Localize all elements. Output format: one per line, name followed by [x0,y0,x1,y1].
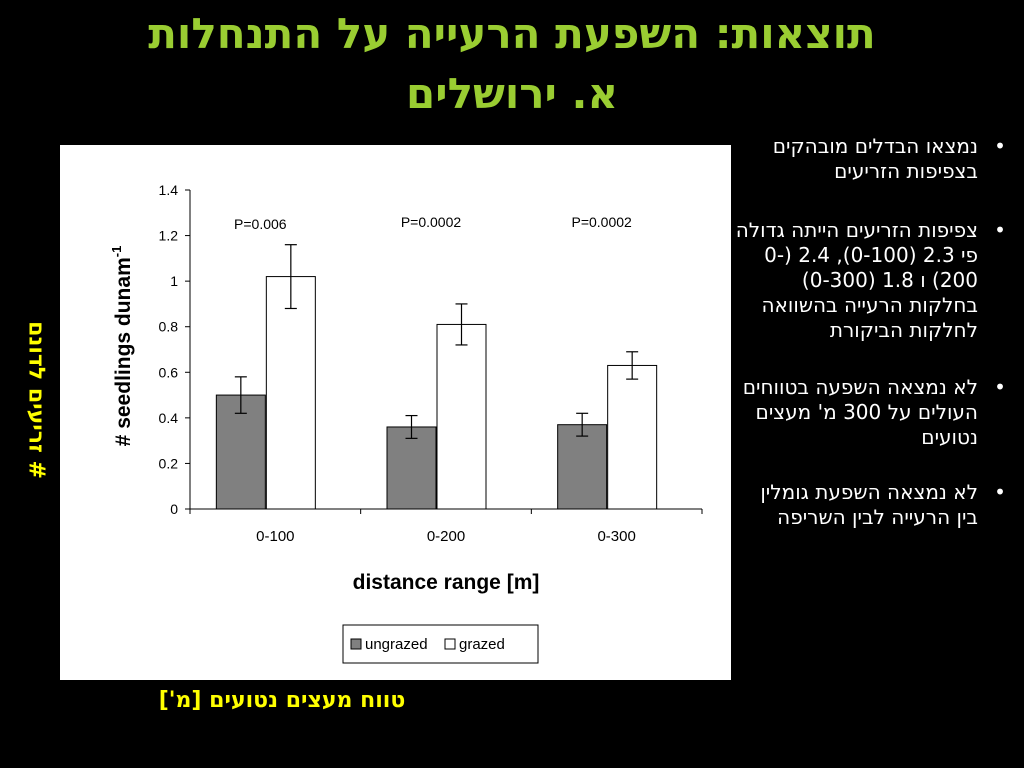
legend-label-grazed: grazed [459,636,505,653]
finding-item: • צפיפות הזריעים הייתה גדולה פי 2.3 (0-1… [735,218,1010,343]
legend-swatch-ungrazed [350,638,362,650]
bullet-dot-icon: • [994,375,1006,399]
bullet-dot-icon: • [994,134,1006,158]
finding-item: • נמצאו הבדלים מובהקים בצפיפות הזריעים [735,134,1010,184]
y-tick-label: 0.2 [159,455,179,471]
x-axis-title: distance range [m] [353,571,540,594]
finding-text: צפיפות הזריעים הייתה גדולה פי 2.3 (0-100… [735,218,978,342]
bar-ungrazed [215,394,266,510]
y-tick-label: 0.4 [159,410,179,426]
bar-chart: 0 0.2 0.4 0.6 0.8 1 1.2 1.4 0-100 P=0.006 0-200 P=0… [109,182,703,664]
y-tick-label: 0.6 [159,364,179,380]
y-axis-title: # seedlings dunam-1 [109,246,135,447]
slide-title-line-1: תוצאות: השפעת הרעייה על התנחלות [148,9,876,58]
finding-text: לא נמצאה השפעת גומלין בין הרעייה לבין הש… [760,480,978,529]
y-axis-title-main: # seedlings dunam [112,257,135,446]
legend-label-ungrazed: ungrazed [365,636,428,653]
y-axis-title-superscript: -1 [109,246,124,258]
y-tick-label: 1.2 [159,228,179,244]
x-tick-label: 0-200 [427,528,465,545]
finding-text: נמצאו הבדלים מובהקים בצפיפות הזריעים [772,134,978,183]
findings-list: • נמצאו הבדלים מובהקים בצפיפות הזריעים •… [735,134,1010,552]
chart-panel: 0 0.2 0.4 0.6 0.8 1 1.2 1.4 0-100 P=0.006 0-200 P=0… [60,145,731,680]
p-value-annotation: P=0.0002 [401,214,462,230]
y-tick-label: 1.4 [159,182,179,198]
bullet-dot-icon: • [994,480,1006,504]
legend-swatch-grazed [444,638,456,650]
y-tick-label: 0 [170,501,178,517]
slide-title-line-2: א. ירושלים [405,69,619,118]
bar-grazed [436,323,487,510]
p-value-annotation: P=0.0002 [571,214,632,230]
slide-title: תוצאות: השפעת הרעייה על התנחלות א. ירושל… [0,4,1024,124]
y-axis-hebrew-label: # זריעים לדונם [23,321,49,479]
bar-grazed [607,364,658,510]
x-tick-label: 0-300 [597,528,635,545]
y-tick-label: 1 [170,273,178,289]
finding-text: לא נמצאה השפעה בטווחים העולים על 300 מ' … [742,375,978,449]
bar-grazed [265,276,316,510]
x-tick-label: 0-100 [256,528,294,545]
finding-item: • לא נמצאה השפעת גומלין בין הרעייה לבין … [735,480,1010,530]
bar-ungrazed [557,424,608,510]
legend-box [342,624,539,664]
p-value-annotation: P=0.006 [234,216,287,232]
bullet-dot-icon: • [994,218,1006,242]
finding-item: • לא נמצאה השפעה בטווחים העולים על 300 מ… [735,375,1010,450]
x-axis-hebrew-label: טווח מעצים נטועים [מ'] [158,688,406,713]
bar-ungrazed [386,426,437,510]
y-tick-label: 0.8 [159,319,179,335]
